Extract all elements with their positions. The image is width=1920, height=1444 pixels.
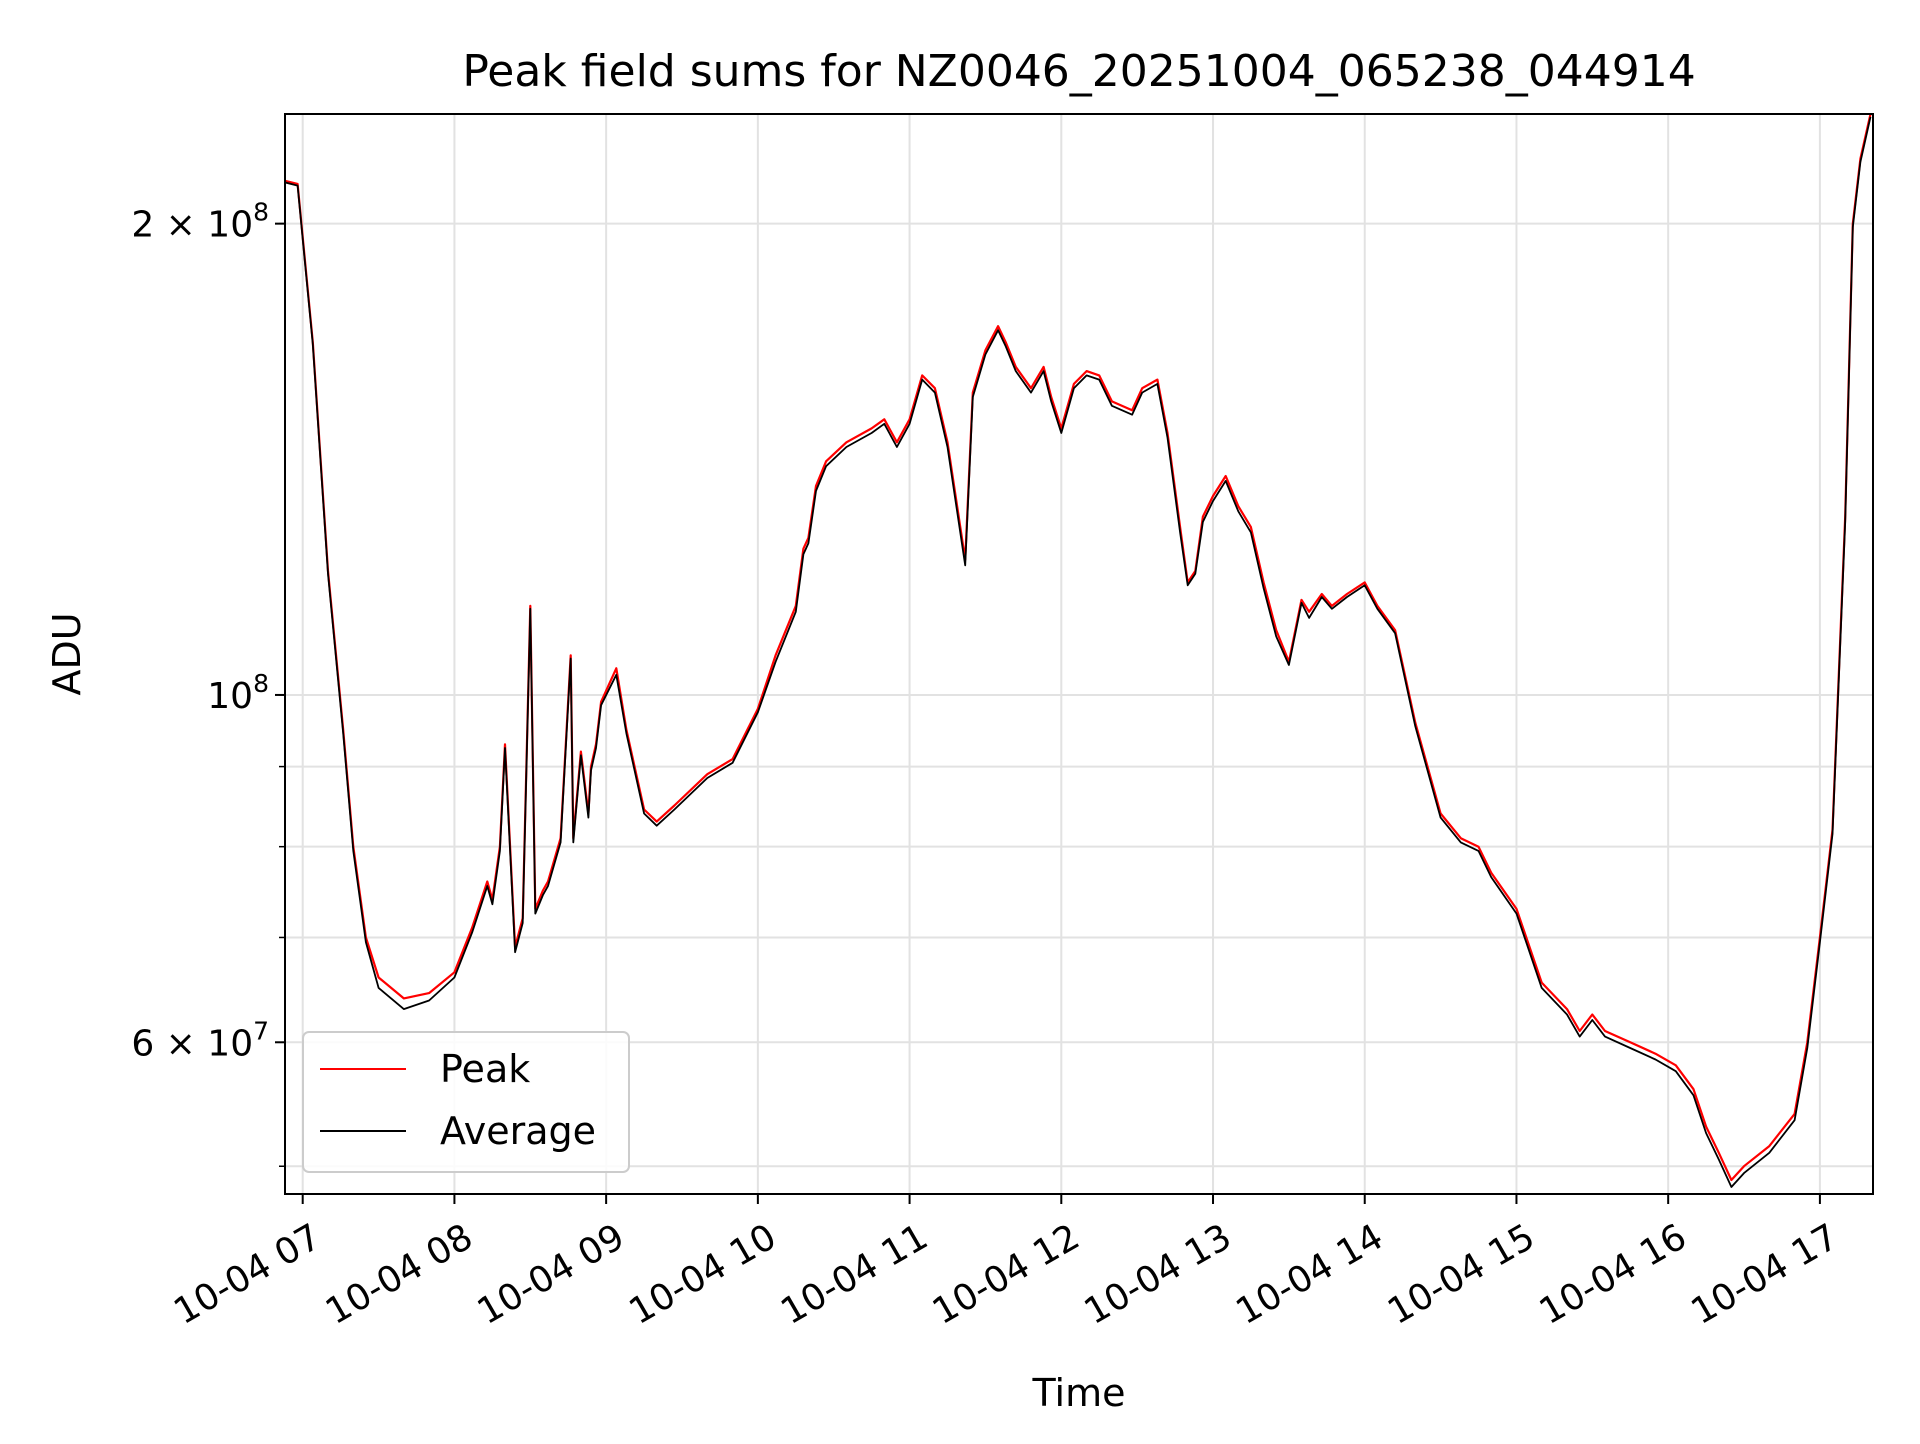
y-tick-label: 108 (207, 669, 269, 717)
y-axis-label: ADU (45, 612, 89, 695)
legend: Peak Average (302, 1031, 630, 1173)
legend-box (302, 1031, 630, 1173)
series-line-peak (285, 114, 1872, 1182)
legend-label-average: Average (440, 1109, 596, 1153)
y-tick-label: 2 × 108 (131, 198, 269, 246)
y-tick-label: 6 × 107 (131, 1016, 269, 1064)
chart-title: Peak field sums for NZ0046_20251004_0652… (462, 46, 1695, 97)
legend-label-peak: Peak (440, 1047, 530, 1091)
plot-frame (284, 113, 1874, 1195)
series-layer (285, 114, 1872, 1188)
x-axis-label: Time (1032, 1371, 1126, 1415)
series-line-average (285, 116, 1872, 1188)
